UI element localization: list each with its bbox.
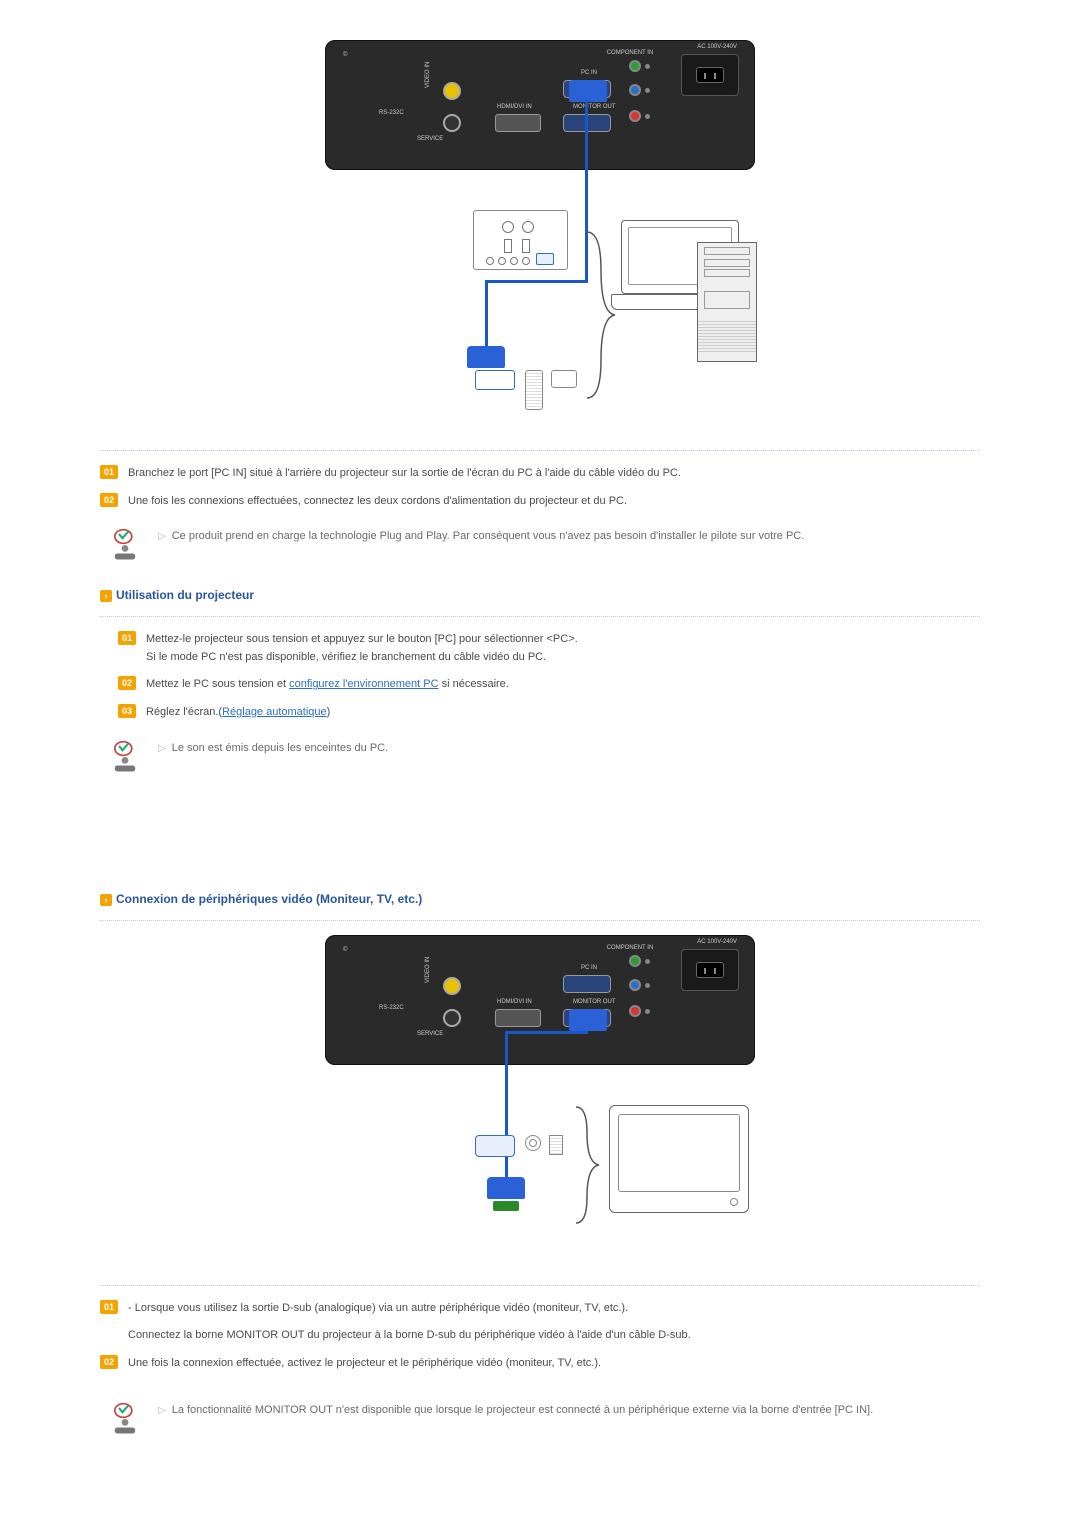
note-person-icon xyxy=(108,528,142,562)
step-number-badge: 01 xyxy=(118,631,136,645)
configure-pc-link[interactable]: configurez l'environnement PC xyxy=(289,678,438,690)
triangle-bullet-icon: ▷ xyxy=(158,529,166,545)
note-block: ▷ La fonctionnalité MONITOR OUT n'est dis… xyxy=(108,1402,980,1436)
divider xyxy=(100,1285,980,1286)
step-text: Une fois les connexions effectuées, conn… xyxy=(128,493,980,511)
monitor-icon xyxy=(609,1105,749,1213)
step-row: 02 Mettez le PC sous tension et configur… xyxy=(118,676,980,694)
diagram-pc-connection: © RS-232C SERVICE VIDEO IN COMPONENT IN … xyxy=(100,40,980,430)
step-text: Branchez le port [PC IN] situé à l'arriè… xyxy=(128,465,980,483)
projector-rear-panel: © RS-232C SERVICE VIDEO IN COMPONENT IN … xyxy=(325,40,755,170)
note-block: ▷ Le son est émis depuis les enceintes du… xyxy=(108,740,980,774)
step-number-badge: 02 xyxy=(100,1355,118,1369)
step-number-badge: 02 xyxy=(118,676,136,690)
auto-adjust-link[interactable]: Réglage automatique xyxy=(222,706,327,718)
section-title: ›Connexion de périphériques vidéo (Monit… xyxy=(100,892,980,906)
step-row: 01 Mettez-le projecteur sous tension et … xyxy=(118,631,980,666)
step-text: Mettez-le projecteur sous tension et app… xyxy=(146,631,980,666)
step-number-badge: 03 xyxy=(118,704,136,718)
step-text: Mettez le PC sous tension et configurez … xyxy=(146,676,980,694)
step-row: 01 Branchez le port [PC IN] situé à l'ar… xyxy=(100,465,980,483)
step-text: - Lorsque vous utilisez la sortie D-sub … xyxy=(128,1300,980,1345)
note-text: Ce produit prend en charge la technologi… xyxy=(172,530,805,542)
arrow-bullet-icon: › xyxy=(100,894,112,906)
note-person-icon xyxy=(108,1402,142,1436)
note-person-icon xyxy=(108,740,142,774)
step-row: 02 Une fois les connexions effectuées, c… xyxy=(100,493,980,511)
divider xyxy=(100,616,980,617)
arrow-bullet-icon: › xyxy=(100,590,112,602)
step-text: Une fois la connexion effectuée, activez… xyxy=(128,1355,980,1373)
note-text: La fonctionnalité MONITOR OUT n'est disp… xyxy=(172,1404,873,1416)
divider xyxy=(100,920,980,921)
step-number-badge: 01 xyxy=(100,465,118,479)
projector-rear-panel: © RS-232C SERVICE VIDEO IN COMPONENT IN … xyxy=(325,935,755,1065)
note-block: ▷ Ce produit prend en charge la technolog… xyxy=(108,528,980,562)
step-number-badge: 02 xyxy=(100,493,118,507)
triangle-bullet-icon: ▷ xyxy=(158,1403,166,1419)
divider xyxy=(100,450,980,451)
pc-io-panel xyxy=(473,210,568,270)
step-text: Réglez l'écran.(Réglage automatique) xyxy=(146,704,980,722)
step-row: 01 - Lorsque vous utilisez la sortie D-s… xyxy=(100,1300,980,1345)
step-row: 02 Une fois la connexion effectuée, acti… xyxy=(100,1355,980,1373)
diagram-monitor-out: © RS-232C SERVICE VIDEO IN COMPONENT IN … xyxy=(100,935,980,1265)
pc-tower-icon xyxy=(697,242,757,362)
triangle-bullet-icon: ▷ xyxy=(158,741,166,757)
section-title: ›Utilisation du projecteur xyxy=(100,588,980,602)
note-text: Le son est émis depuis les enceintes du … xyxy=(172,742,388,754)
step-number-badge: 01 xyxy=(100,1300,118,1314)
step-row: 03 Réglez l'écran.(Réglage automatique) xyxy=(118,704,980,722)
